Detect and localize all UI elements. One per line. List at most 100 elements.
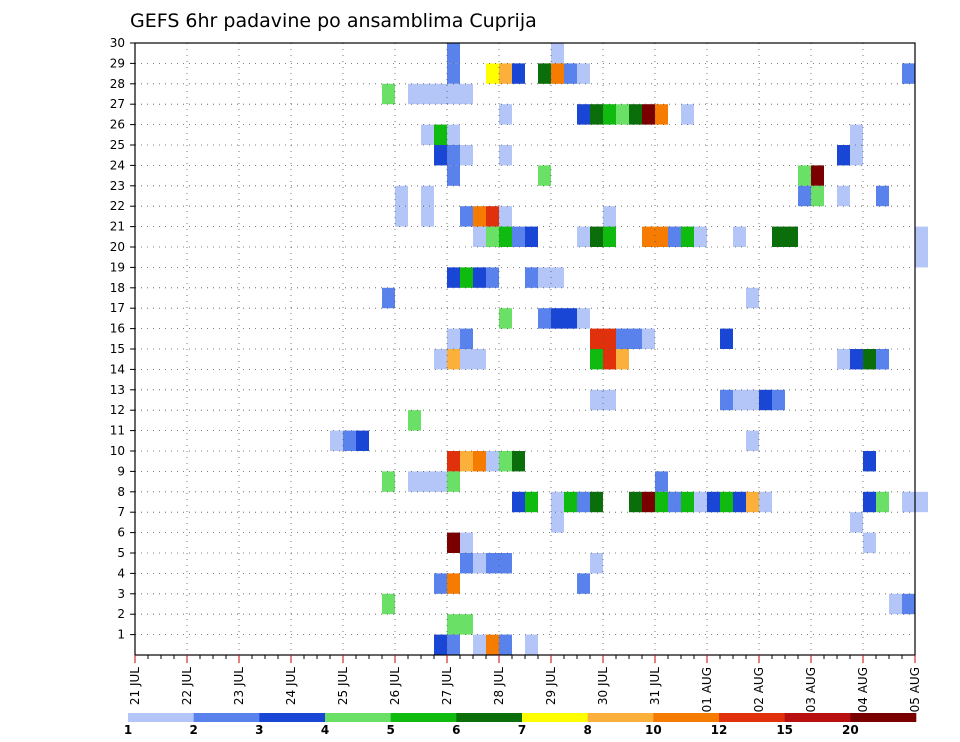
colorbar-swatch <box>128 713 194 722</box>
colorbar-label: 4 <box>321 723 329 737</box>
heatmap-cell <box>603 104 616 125</box>
heatmap-cell <box>642 491 655 513</box>
heatmap-cell <box>538 165 551 186</box>
heatmap-cell <box>811 165 824 186</box>
y-tick-label: 16 <box>110 322 125 336</box>
heatmap-cell <box>434 634 447 655</box>
colorbar-label: 5 <box>386 723 394 737</box>
x-tick-label: 03 AUG <box>804 667 818 712</box>
ticks-layer: 1234567891011121314151617181920212223242… <box>110 36 922 712</box>
heatmap-cell <box>629 491 642 513</box>
y-tick-label: 5 <box>117 546 125 560</box>
heatmap-cell <box>577 226 590 247</box>
y-tick-label: 27 <box>110 97 125 111</box>
heatmap-cell <box>772 226 785 247</box>
heatmap-cell <box>681 104 694 125</box>
heatmap-cell <box>395 185 408 207</box>
heatmap-cell <box>538 63 551 84</box>
heatmap-cell <box>915 226 928 247</box>
y-tick-label: 29 <box>110 56 125 70</box>
heatmap-cell <box>434 124 447 145</box>
x-tick-label: 23 JUL <box>232 667 246 705</box>
heatmap-cell <box>434 83 447 105</box>
colorbar-label: 8 <box>583 723 591 737</box>
heatmap-cell <box>863 491 876 513</box>
colorbar-swatch <box>456 713 523 722</box>
heatmap-cell <box>707 491 720 513</box>
heatmap-cell <box>512 451 525 472</box>
heatmap-cell <box>421 185 434 207</box>
heatmap-cell <box>473 553 486 574</box>
y-tick-label: 1 <box>117 628 125 642</box>
y-tick-label: 10 <box>110 444 125 458</box>
heatmap-cell <box>733 491 746 513</box>
heatmap-cell <box>356 430 369 451</box>
heatmap-cell <box>447 328 460 349</box>
y-tick-label: 3 <box>117 587 125 601</box>
heatmap-cell <box>863 451 876 472</box>
y-tick-label: 30 <box>110 36 125 50</box>
heatmap-cell <box>525 634 538 655</box>
heatmap-cell <box>668 491 681 513</box>
heatmap-cell <box>447 573 460 594</box>
heatmap-cell <box>486 63 499 84</box>
heatmap-cell <box>590 389 603 411</box>
heatmap-cell <box>902 491 915 513</box>
colorbar-label: 7 <box>518 723 526 737</box>
heatmap-cell <box>603 328 616 349</box>
y-tick-label: 11 <box>110 424 125 438</box>
y-tick-label: 9 <box>117 464 125 478</box>
y-tick-label: 22 <box>110 199 125 213</box>
colorbar: 1 2 3 4 5 6 7 8 10 12 15 20 <box>124 713 917 737</box>
heatmap-cell <box>447 124 460 145</box>
heatmap-cell <box>447 614 460 635</box>
y-tick-label: 19 <box>110 260 125 274</box>
heatmap-cell <box>512 491 525 513</box>
heatmap-cell <box>629 328 642 349</box>
heatmap-cell <box>447 471 460 492</box>
heatmap-cell <box>460 532 473 553</box>
heatmap-cell <box>525 491 538 513</box>
heatmap-cell <box>733 226 746 247</box>
colorbar-label: 2 <box>189 723 197 737</box>
heatmap-cell <box>486 553 499 574</box>
heatmap-cell <box>590 328 603 349</box>
heatmap-cell <box>382 593 395 615</box>
heatmap-cell <box>473 349 486 370</box>
heatmap-cell <box>811 185 824 207</box>
heatmap-cell <box>395 206 408 227</box>
heatmap-cell <box>460 328 473 349</box>
grid-layer <box>135 43 915 655</box>
heatmap-cell <box>486 267 499 288</box>
heatmap-cell <box>902 593 915 615</box>
heatmap-cell <box>603 389 616 411</box>
heatmap-cell <box>694 491 707 513</box>
heatmap-cell <box>330 430 343 451</box>
heatmap-cell <box>447 532 460 553</box>
heatmap-cell <box>421 83 434 105</box>
y-tick-label: 15 <box>110 342 125 356</box>
heatmap-cell <box>382 83 395 105</box>
heatmap-cell <box>798 185 811 207</box>
heatmap-cell <box>850 145 863 166</box>
colorbar-swatch <box>259 713 326 722</box>
heatmap-cell <box>590 349 603 370</box>
colorbar-swatch <box>850 713 917 722</box>
x-tick-label: 05 AUG <box>908 667 922 712</box>
x-tick-label: 26 JUL <box>388 667 402 705</box>
heatmap-cell <box>460 553 473 574</box>
heatmap-cell <box>603 226 616 247</box>
heatmap-cell <box>642 226 655 247</box>
heatmap-cell <box>720 389 733 411</box>
heatmap-cell <box>850 512 863 533</box>
heatmap-cell <box>876 185 889 207</box>
y-tick-label: 12 <box>110 403 125 417</box>
heatmap-cell <box>525 267 538 288</box>
y-tick-label: 7 <box>117 505 125 519</box>
heatmap-cell <box>603 349 616 370</box>
heatmap-cell <box>889 593 902 615</box>
heatmap-cell <box>460 451 473 472</box>
heatmap-cell <box>577 63 590 84</box>
heatmap-cell <box>772 389 785 411</box>
heatmap-cell <box>343 430 356 451</box>
